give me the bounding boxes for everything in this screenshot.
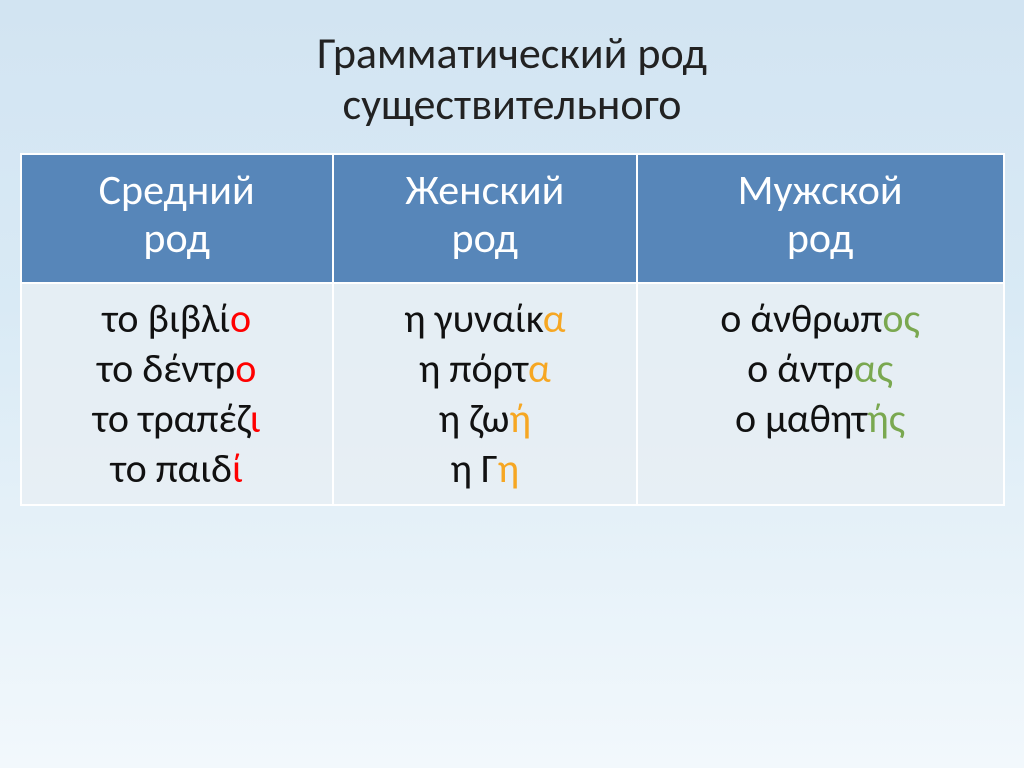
word: η πόρτα [419, 344, 551, 394]
word-ending: ας [854, 344, 893, 393]
word-ending: ί [232, 444, 243, 493]
word-stem: η γυναίκ [404, 294, 543, 343]
word-stem: ο μαθητ [735, 394, 867, 443]
word-ending: ος [882, 294, 920, 343]
cell-masculine-words: ο άνθρωποςο άντραςο μαθητής [644, 294, 997, 444]
word: η Γη [450, 444, 519, 494]
word-ending: ο [235, 344, 256, 393]
word-stem: ο άντρ [747, 344, 854, 393]
word-stem: ο άνθρωπ [720, 294, 882, 343]
word: η γυναίκα [404, 294, 565, 344]
page-title: Грамматический род существительного [317, 28, 707, 129]
col-header-neuter: Средний род [21, 154, 333, 283]
table-header-row: Средний род Женский род Мужской род [21, 154, 1004, 283]
slide: Грамматический род существительного Сред… [0, 0, 1024, 768]
title-line-1: Грамматический род [317, 26, 707, 80]
word-ending: ής [867, 394, 905, 443]
word-ending: ή [509, 394, 530, 443]
word: ο μαθητής [735, 394, 905, 444]
col-header-neuter-line1: Средний [99, 165, 255, 216]
table-row: το βιβλίοτο δέντροτο τραπέζιτο παιδί η γ… [21, 283, 1004, 505]
word-ending: ι [250, 394, 261, 443]
cell-neuter-words: το βιβλίοτο δέντροτο τραπέζιτο παιδί [28, 294, 326, 494]
title-line-2: существительного [342, 77, 681, 131]
word-stem: η πόρτ [419, 344, 528, 393]
word-stem: η ζω [439, 394, 510, 443]
word: ο άντρας [747, 344, 893, 394]
word: ο άνθρωπος [720, 294, 920, 344]
col-header-neuter-line2: род [143, 213, 210, 264]
col-header-feminine-line2: род [452, 213, 519, 264]
word-stem: το δέντρ [97, 344, 235, 393]
cell-feminine: η γυναίκαη πόρταη ζωήη Γη [333, 283, 637, 505]
word: το βιβλίο [102, 294, 251, 344]
word: η ζωή [439, 394, 531, 444]
word-stem: το βιβλί [102, 294, 230, 343]
col-header-feminine-line1: Женский [405, 165, 564, 216]
word-ending: η [498, 444, 519, 493]
word: το παιδί [110, 444, 242, 494]
col-header-feminine: Женский род [333, 154, 637, 283]
cell-feminine-words: η γυναίκαη πόρταη ζωήη Γη [340, 294, 630, 494]
word: το δέντρο [97, 344, 256, 394]
word: το τραπέζι [93, 394, 261, 444]
cell-neuter: το βιβλίοτο δέντροτο τραπέζιτο παιδί [21, 283, 333, 505]
word-ending: α [543, 294, 566, 343]
word-stem: το παιδ [110, 444, 231, 493]
word-ending: α [528, 344, 551, 393]
gender-table: Средний род Женский род Мужской род το β… [20, 153, 1005, 506]
col-header-masculine-line1: Мужской [738, 165, 903, 216]
word-ending: ο [230, 294, 251, 343]
col-header-masculine-line2: род [787, 213, 854, 264]
word-stem: το τραπέζ [93, 394, 250, 443]
col-header-masculine: Мужской род [637, 154, 1004, 283]
cell-masculine: ο άνθρωποςο άντραςο μαθητής [637, 283, 1004, 505]
word-stem: η Γ [450, 444, 497, 493]
